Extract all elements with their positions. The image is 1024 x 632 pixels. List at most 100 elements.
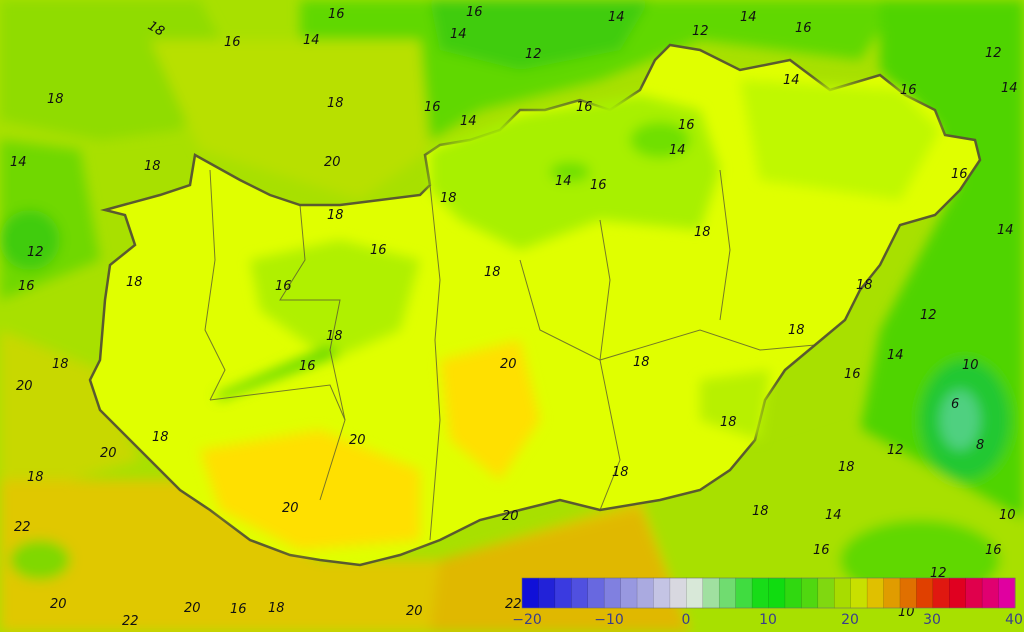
contour-label: 8 <box>976 438 984 453</box>
colorbar-bin <box>686 577 704 609</box>
colorbar-bin <box>801 577 819 609</box>
contour-label: 14 <box>303 33 320 48</box>
colorbar-tick: 10 <box>759 612 777 628</box>
colorbar-bin <box>949 577 967 609</box>
colorbar-bin <box>669 577 687 609</box>
contour-label: 10 <box>999 508 1016 523</box>
contour-label: 20 <box>16 379 33 394</box>
contour-label: 10 <box>898 605 915 620</box>
colorbar-bin <box>751 577 770 609</box>
contour-labels: 18 16 16 14 16 14 14 14 16 12 12 12 18 1… <box>10 5 1018 629</box>
colorbar-bin <box>538 577 556 609</box>
colorbar-tick: 40 <box>1005 612 1023 628</box>
colorbar-bin <box>521 577 539 609</box>
colorbar-bin <box>718 577 737 609</box>
contour-label: 14 <box>887 348 904 363</box>
contour-label: 10 <box>962 358 979 373</box>
contour-label: 20 <box>282 501 299 516</box>
contour-label: 18 <box>612 465 629 480</box>
contour-label: 12 <box>930 566 947 581</box>
contour-label: 6 <box>951 397 959 412</box>
colorbar-bin <box>735 577 753 609</box>
contour-label: 16 <box>813 543 830 558</box>
colorbar-bin <box>850 577 868 609</box>
colorbar-bin <box>866 577 885 609</box>
contour-label: 16 <box>590 178 607 193</box>
contour-label: 18 <box>788 323 805 338</box>
contour-label: 12 <box>692 24 709 39</box>
contour-label: 18 <box>152 430 169 445</box>
contour-label: 18 <box>47 92 64 107</box>
contour-label: 20 <box>349 433 366 448</box>
contour-label: 16 <box>299 359 316 374</box>
contour-label: 18 <box>752 504 769 519</box>
contour-label: 16 <box>576 100 593 115</box>
colorbar-bin <box>702 577 720 609</box>
contour-label: 16 <box>224 35 241 50</box>
colorbar-bin <box>587 577 605 609</box>
colorbar-bin <box>653 577 671 609</box>
colorbar-tick: 0 <box>682 612 691 628</box>
contour-label: 18 <box>144 159 161 174</box>
contour-label: 14 <box>783 73 800 88</box>
contour-label: 22 <box>122 614 139 629</box>
colorbar-tick: −10 <box>594 612 624 628</box>
colorbar-bin <box>916 577 934 609</box>
colorbar-bin <box>571 577 589 609</box>
contour-label: 12 <box>920 308 937 323</box>
contour-label: 22 <box>14 520 31 535</box>
colorbar-bin <box>620 577 638 609</box>
contour-label: 18 <box>327 208 344 223</box>
contour-label: 16 <box>328 7 345 22</box>
colorbar-bin <box>768 577 786 609</box>
contour-label: 16 <box>678 118 695 133</box>
contour-label: 14 <box>608 10 625 25</box>
colorbar-bin <box>899 577 917 609</box>
inside-temperature-fields <box>200 80 940 550</box>
contour-label: 20 <box>324 155 341 170</box>
colorbar-bin <box>554 577 572 609</box>
colorbar: −20 −10 0 10 20 30 40 <box>512 577 1023 628</box>
colorbar-bin <box>965 577 983 609</box>
contour-label: 16 <box>275 279 292 294</box>
contour-label: 18 <box>327 96 344 111</box>
colorbar-bin <box>998 577 1016 609</box>
contour-label: 18 <box>633 355 650 370</box>
county-boundaries <box>204 169 816 541</box>
contour-label: 18 <box>720 415 737 430</box>
contour-label: 14 <box>555 174 572 189</box>
colorbar-bin <box>833 577 852 609</box>
colorbar-tick: 20 <box>841 612 859 628</box>
contour-label: 16 <box>900 83 917 98</box>
contour-label: 18 <box>52 357 69 372</box>
contour-label: 20 <box>406 604 423 619</box>
contour-label: 12 <box>27 245 44 260</box>
contour-label: 18 <box>326 329 343 344</box>
contour-label: 16 <box>370 243 387 258</box>
contour-label: 12 <box>985 46 1002 61</box>
colorbar-bin <box>883 577 901 609</box>
contour-label: 16 <box>230 602 247 617</box>
contour-label: 18 <box>856 278 873 293</box>
contour-label: 12 <box>887 443 904 458</box>
contour-label: 20 <box>500 357 517 372</box>
contour-label: 20 <box>100 446 117 461</box>
contour-label: 14 <box>450 27 467 42</box>
contour-label: 14 <box>825 508 842 523</box>
contour-label: 16 <box>466 5 483 20</box>
contour-label: 22 <box>505 597 522 612</box>
contour-label: 14 <box>1001 81 1018 96</box>
contour-label: 16 <box>844 367 861 382</box>
contour-label: 18 <box>145 18 167 39</box>
contour-label: 18 <box>27 470 44 485</box>
contour-label: 18 <box>484 265 501 280</box>
contour-label: 14 <box>460 114 477 129</box>
contour-label: 18 <box>126 275 143 290</box>
colorbar-bin <box>817 577 835 609</box>
contour-label: 12 <box>525 47 542 62</box>
colorbar-tick: −20 <box>512 612 542 628</box>
contour-label: 16 <box>424 100 441 115</box>
colorbar-bin <box>636 577 655 609</box>
